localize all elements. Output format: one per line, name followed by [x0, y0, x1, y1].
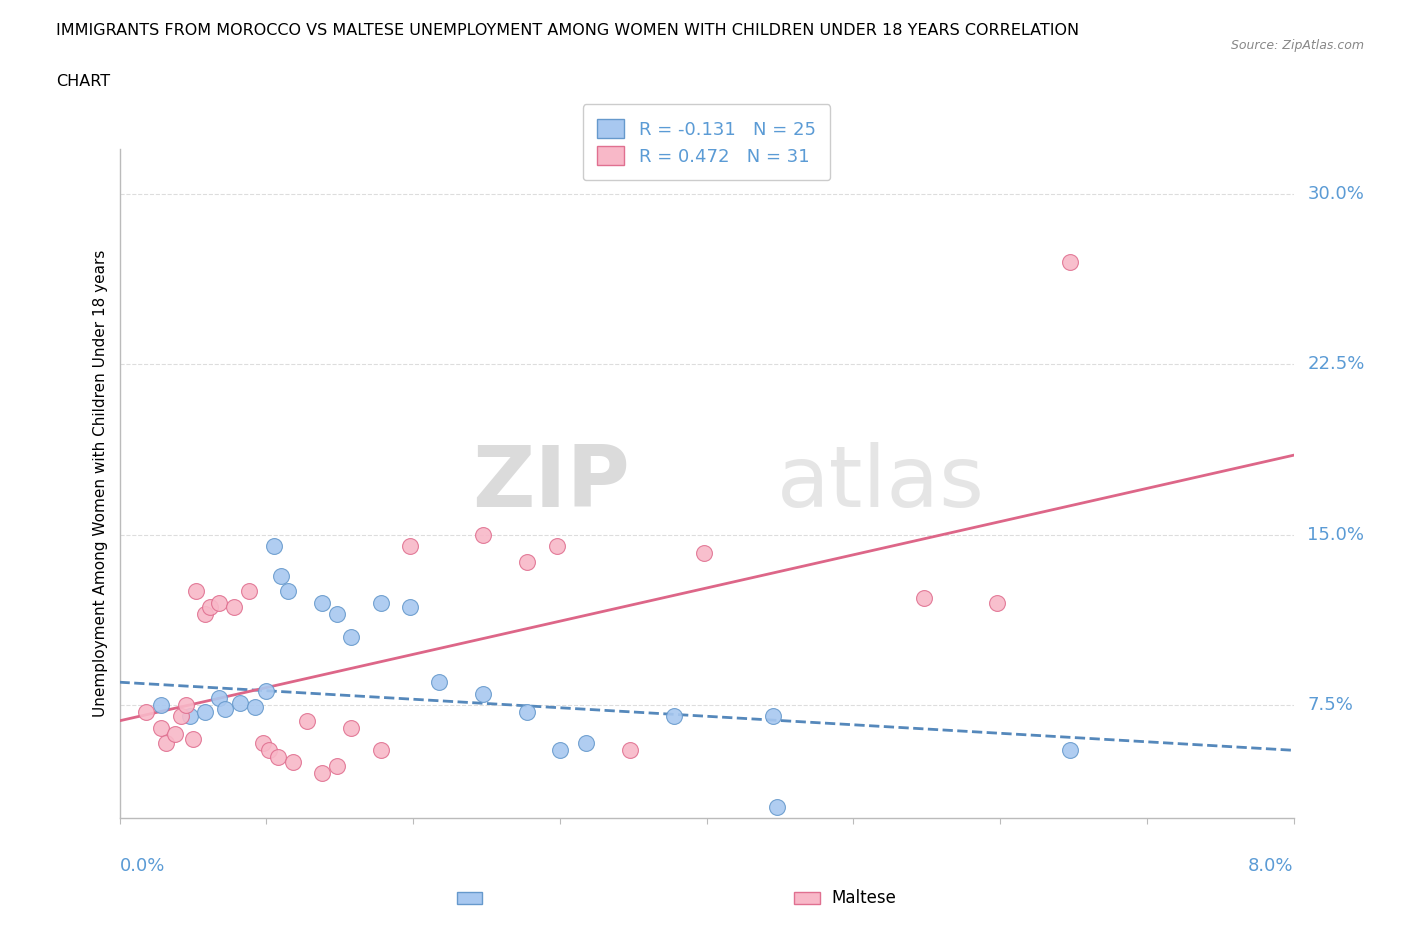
- Point: [340, 720, 363, 735]
- Legend: R = -0.131   N = 25, R = 0.472   N = 31: R = -0.131 N = 25, R = 0.472 N = 31: [583, 104, 830, 180]
- Point: [149, 720, 172, 735]
- Point: [179, 709, 201, 724]
- FancyBboxPatch shape: [794, 892, 820, 904]
- Point: [766, 800, 789, 815]
- Text: atlas: atlas: [778, 442, 986, 525]
- Point: [429, 675, 451, 690]
- Point: [1059, 743, 1081, 758]
- Point: [194, 704, 217, 719]
- Point: [472, 686, 495, 701]
- Point: [619, 743, 641, 758]
- Point: [135, 704, 157, 719]
- Point: [664, 709, 686, 724]
- Point: [1059, 255, 1081, 270]
- Y-axis label: Unemployment Among Women with Children Under 18 years: Unemployment Among Women with Children U…: [93, 250, 108, 717]
- Point: [370, 595, 392, 610]
- Point: [222, 600, 245, 615]
- Point: [277, 584, 299, 599]
- Point: [516, 704, 538, 719]
- Point: [399, 600, 422, 615]
- Point: [208, 595, 231, 610]
- Point: [238, 584, 260, 599]
- Point: [229, 696, 252, 711]
- Point: [912, 591, 935, 605]
- Point: [986, 595, 1008, 610]
- Point: [546, 538, 568, 553]
- Point: [214, 702, 236, 717]
- Point: [281, 754, 304, 769]
- Point: [181, 732, 204, 747]
- Point: [165, 727, 187, 742]
- Point: [297, 713, 319, 728]
- Point: [472, 527, 495, 542]
- Point: [325, 606, 347, 621]
- Point: [399, 538, 422, 553]
- Text: 8.0%: 8.0%: [1249, 857, 1294, 875]
- Point: [208, 691, 231, 706]
- Point: [254, 684, 277, 698]
- Point: [548, 743, 571, 758]
- Text: Maltese: Maltese: [831, 889, 896, 907]
- Point: [263, 538, 285, 553]
- Text: 15.0%: 15.0%: [1308, 525, 1364, 544]
- Point: [761, 709, 783, 724]
- Text: 22.5%: 22.5%: [1308, 355, 1365, 374]
- Point: [170, 709, 193, 724]
- Point: [340, 630, 363, 644]
- Text: 0.0%: 0.0%: [120, 857, 165, 875]
- Point: [270, 568, 292, 583]
- Point: [200, 600, 222, 615]
- Point: [194, 606, 217, 621]
- Point: [184, 584, 207, 599]
- Point: [174, 698, 197, 712]
- FancyBboxPatch shape: [457, 892, 482, 904]
- Text: 7.5%: 7.5%: [1308, 696, 1354, 714]
- Text: Source: ZipAtlas.com: Source: ZipAtlas.com: [1230, 39, 1364, 52]
- Text: IMMIGRANTS FROM MOROCCO VS MALTESE UNEMPLOYMENT AMONG WOMEN WITH CHILDREN UNDER : IMMIGRANTS FROM MOROCCO VS MALTESE UNEMP…: [56, 23, 1080, 38]
- Point: [575, 736, 598, 751]
- Point: [267, 750, 290, 764]
- Point: [516, 554, 538, 569]
- Point: [257, 743, 280, 758]
- Point: [252, 736, 274, 751]
- Point: [692, 545, 714, 560]
- Point: [243, 699, 266, 714]
- Point: [370, 743, 392, 758]
- Point: [325, 759, 347, 774]
- Text: 30.0%: 30.0%: [1308, 185, 1364, 203]
- Point: [149, 698, 172, 712]
- Point: [155, 736, 177, 751]
- Point: [311, 765, 333, 780]
- Text: CHART: CHART: [56, 74, 110, 89]
- Point: [311, 595, 333, 610]
- Text: ZIP: ZIP: [472, 442, 630, 525]
